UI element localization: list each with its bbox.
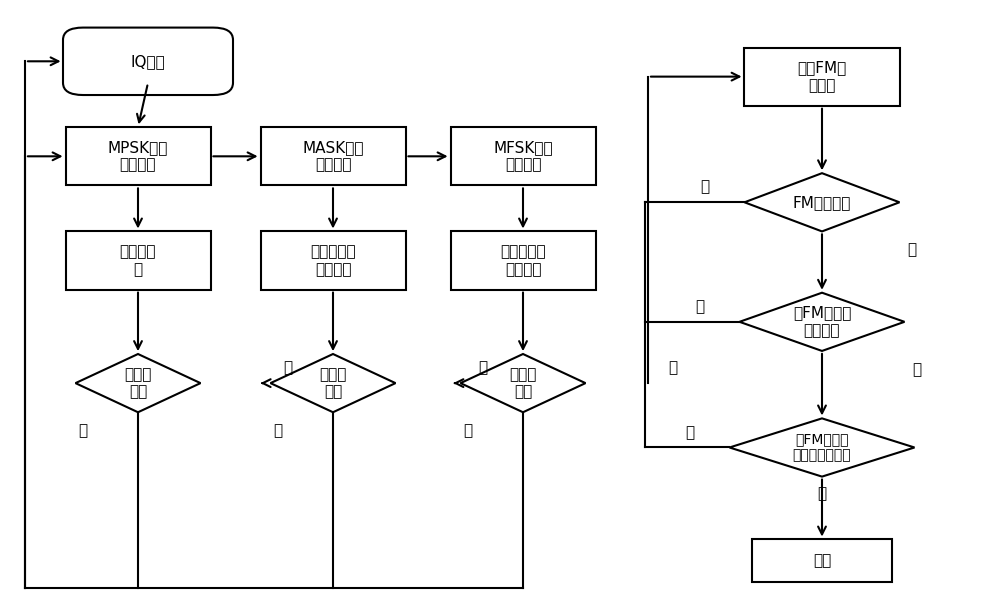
- Text: FM能量匹配: FM能量匹配: [793, 195, 851, 210]
- Text: 瞬时幅度直
方图统计: 瞬时幅度直 方图统计: [310, 245, 356, 276]
- Text: 是: 是: [78, 423, 88, 438]
- Text: 去FM功率谱
谱线搜索: 去FM功率谱 谱线搜索: [793, 306, 851, 338]
- Polygon shape: [76, 354, 200, 413]
- Text: 幂次谱搜
索: 幂次谱搜 索: [120, 245, 156, 276]
- FancyBboxPatch shape: [744, 48, 900, 106]
- FancyBboxPatch shape: [66, 128, 211, 186]
- Polygon shape: [744, 173, 900, 232]
- Text: 去FM功率谱
拐点和角度匹配: 去FM功率谱 拐点和角度匹配: [793, 432, 851, 463]
- FancyBboxPatch shape: [450, 232, 596, 290]
- Text: 否: 否: [668, 360, 678, 375]
- FancyBboxPatch shape: [63, 28, 233, 95]
- Text: MFSK符号
速率计算: MFSK符号 速率计算: [493, 140, 553, 172]
- Text: 是: 是: [817, 486, 827, 501]
- FancyBboxPatch shape: [66, 232, 211, 290]
- Text: 星座图
匹配: 星座图 匹配: [319, 367, 347, 399]
- Polygon shape: [729, 419, 914, 477]
- Text: 确认: 确认: [813, 554, 831, 568]
- Text: 瞬时频率直
方图统计: 瞬时频率直 方图统计: [500, 245, 546, 276]
- FancyBboxPatch shape: [450, 128, 596, 186]
- Text: 否: 否: [478, 360, 488, 375]
- FancyBboxPatch shape: [260, 232, 406, 290]
- Text: 否: 否: [283, 360, 293, 375]
- Polygon shape: [270, 354, 396, 413]
- Text: 否: 否: [700, 180, 709, 194]
- Text: 星座图
匹配: 星座图 匹配: [124, 367, 152, 399]
- Polygon shape: [460, 354, 586, 413]
- Text: 是: 是: [463, 423, 473, 438]
- Text: MPSK符号
速率计算: MPSK符号 速率计算: [108, 140, 168, 172]
- Text: 是: 是: [273, 423, 283, 438]
- Text: 星座图
匹配: 星座图 匹配: [509, 367, 537, 399]
- Text: 计算FM瞬
时特征: 计算FM瞬 时特征: [797, 61, 847, 93]
- Text: 否: 否: [695, 299, 704, 314]
- Polygon shape: [739, 293, 904, 351]
- Text: 是: 是: [912, 362, 922, 377]
- FancyBboxPatch shape: [260, 128, 406, 186]
- FancyBboxPatch shape: [752, 539, 892, 582]
- Text: MASK符号
速率计算: MASK符号 速率计算: [302, 140, 364, 172]
- Text: 否: 否: [685, 425, 694, 440]
- Text: 是: 是: [907, 242, 917, 257]
- Text: IQ数据: IQ数据: [131, 54, 165, 69]
